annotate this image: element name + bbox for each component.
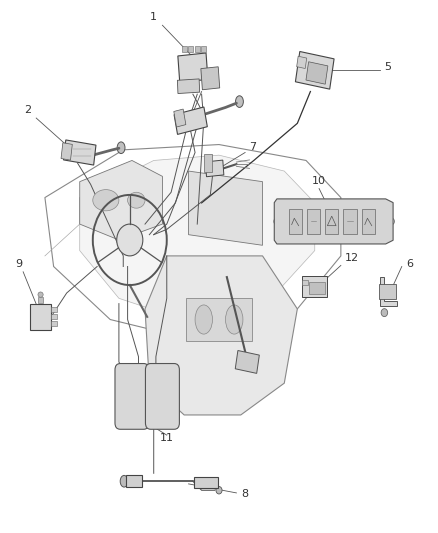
- Ellipse shape: [274, 218, 279, 224]
- Bar: [186, 298, 252, 341]
- Bar: [343, 209, 357, 234]
- Ellipse shape: [216, 487, 222, 494]
- Ellipse shape: [226, 305, 243, 334]
- Bar: [362, 209, 375, 234]
- Text: 8: 8: [241, 489, 248, 499]
- Ellipse shape: [38, 292, 43, 297]
- Ellipse shape: [195, 305, 212, 334]
- FancyBboxPatch shape: [115, 364, 149, 429]
- Polygon shape: [274, 199, 393, 244]
- Bar: [178, 53, 208, 83]
- Ellipse shape: [126, 380, 138, 393]
- Bar: [325, 209, 338, 234]
- Bar: [379, 284, 396, 299]
- Bar: [174, 109, 186, 127]
- Bar: [188, 46, 193, 52]
- Bar: [306, 62, 328, 84]
- Bar: [302, 280, 308, 285]
- FancyBboxPatch shape: [145, 364, 180, 429]
- Text: 2: 2: [24, 105, 31, 115]
- Ellipse shape: [156, 400, 169, 414]
- Bar: [39, 297, 43, 303]
- Bar: [205, 160, 224, 177]
- Bar: [50, 314, 57, 319]
- Ellipse shape: [236, 96, 244, 108]
- Bar: [309, 282, 325, 294]
- Text: 12: 12: [345, 253, 359, 263]
- Bar: [126, 475, 142, 487]
- Bar: [201, 46, 206, 52]
- Polygon shape: [188, 171, 262, 245]
- Text: 6: 6: [406, 259, 413, 269]
- Polygon shape: [380, 277, 397, 306]
- Bar: [50, 307, 57, 312]
- Bar: [174, 107, 207, 134]
- Ellipse shape: [117, 142, 125, 154]
- Bar: [289, 209, 302, 234]
- Bar: [302, 276, 327, 297]
- Polygon shape: [80, 155, 315, 314]
- Bar: [50, 320, 57, 326]
- Polygon shape: [80, 160, 162, 240]
- Ellipse shape: [126, 400, 138, 414]
- Text: 7: 7: [250, 142, 257, 152]
- Text: 4: 4: [202, 78, 209, 88]
- Ellipse shape: [93, 190, 119, 211]
- Bar: [295, 52, 334, 89]
- Text: 11: 11: [160, 433, 174, 443]
- Bar: [64, 140, 96, 165]
- Ellipse shape: [381, 309, 388, 317]
- Ellipse shape: [156, 380, 169, 393]
- Bar: [201, 67, 220, 90]
- Ellipse shape: [389, 218, 394, 224]
- Ellipse shape: [120, 475, 128, 487]
- Text: 5: 5: [385, 62, 392, 72]
- Bar: [177, 79, 200, 93]
- Ellipse shape: [127, 192, 145, 208]
- Bar: [182, 46, 187, 52]
- Bar: [61, 143, 72, 160]
- Text: 1: 1: [150, 12, 157, 22]
- Circle shape: [117, 224, 143, 256]
- Bar: [194, 46, 200, 52]
- Bar: [297, 56, 307, 69]
- Bar: [235, 351, 259, 374]
- Bar: [30, 304, 51, 330]
- Text: 9: 9: [15, 259, 22, 269]
- Bar: [194, 477, 218, 488]
- Text: 10: 10: [312, 176, 326, 187]
- Polygon shape: [145, 256, 297, 415]
- Bar: [204, 154, 212, 172]
- Bar: [307, 209, 320, 234]
